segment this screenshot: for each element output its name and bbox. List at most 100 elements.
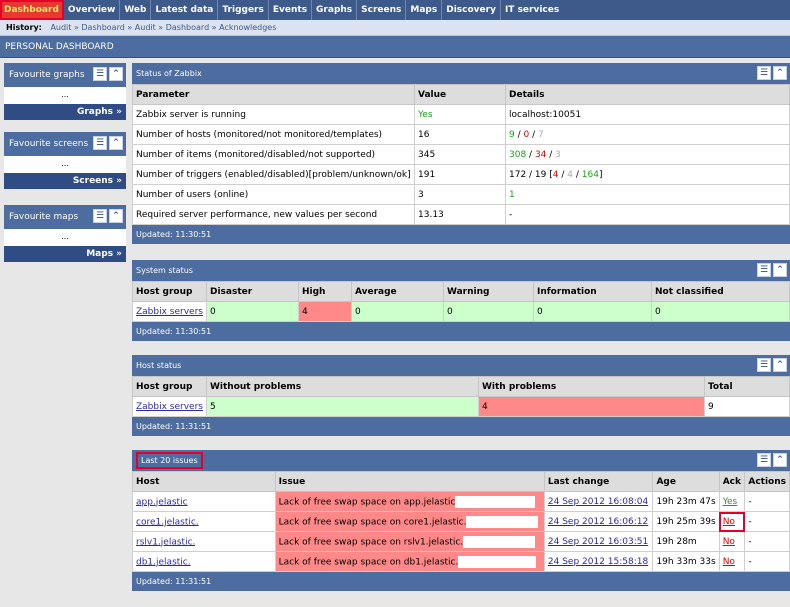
value-cell: 3 <box>414 184 506 205</box>
menu-icon[interactable]: ☰ <box>757 358 771 372</box>
screens-link[interactable]: Screens » <box>4 173 126 189</box>
menu-icon[interactable]: ☰ <box>757 66 771 80</box>
column-header: Total <box>703 376 790 397</box>
updated-timestamp: Updated: 11:30:51 <box>132 322 790 341</box>
host-link[interactable]: db1.jelastic. <box>136 557 191 567</box>
host-link[interactable]: core1.jelastic. <box>136 517 199 527</box>
host-cell: db1.jelastic. <box>132 551 276 572</box>
column-header: Actions <box>744 471 790 492</box>
system-status-table: Host group Disaster High Average Warning… <box>132 281 790 322</box>
column-header: Parameter <box>132 84 415 105</box>
menu-icon[interactable]: ☰ <box>93 67 107 81</box>
table-row: Zabbix servers 0 4 0 0 0 0 <box>132 301 790 322</box>
issue-cell: Lack of free swap space on db1.jelastic. <box>274 551 545 572</box>
host-cell: rslv1.jelastic. <box>132 531 276 552</box>
host-status-table: Host group Without problems With problem… <box>132 376 790 417</box>
column-header: Information <box>532 281 652 302</box>
page-title: PERSONAL DASHBOARD <box>0 36 790 58</box>
warning-count: 0 <box>442 301 534 322</box>
column-header: Age <box>652 471 720 492</box>
collapse-icon[interactable]: ⌃ <box>773 263 787 277</box>
menu-it-services[interactable]: IT services <box>504 5 560 15</box>
menu-latest-data[interactable]: Latest data <box>151 0 219 20</box>
last-change-link[interactable]: 24 Sep 2012 15:58:18 <box>543 551 654 572</box>
column-header: Without problems <box>205 376 479 397</box>
menu-screens[interactable]: Screens <box>357 0 407 20</box>
actions-cell: - <box>744 511 790 532</box>
history-bar: History: Audit » Dashboard » Audit » Das… <box>0 20 790 36</box>
host-link[interactable]: app.jelastic <box>136 497 188 507</box>
menu-dashboard[interactable]: Dashboard <box>0 0 64 20</box>
column-header: Details <box>505 84 790 105</box>
menu-icon[interactable]: ☰ <box>757 263 771 277</box>
system-status-panel: System status ☰ ⌃ Host group Disaster Hig… <box>132 260 790 341</box>
table-row: Number of users (online) 3 1 <box>132 184 790 205</box>
collapse-icon[interactable]: ⌃ <box>773 358 787 372</box>
high-count: 4 <box>297 301 352 322</box>
host-group-link[interactable]: Zabbix servers <box>132 301 207 322</box>
graphs-link[interactable]: Graphs » <box>4 104 126 120</box>
favourite-screens-list: ... <box>4 156 126 173</box>
table-row: Required server performance, new values … <box>132 204 790 225</box>
host-link[interactable]: rslv1.jelastic. <box>136 537 196 547</box>
menu-graphs[interactable]: Graphs <box>312 0 358 20</box>
updated-timestamp: Updated: 11:31:51 <box>132 572 790 591</box>
favourite-maps-title: Favourite maps <box>9 212 79 222</box>
updated-timestamp: Updated: 11:30:51 <box>132 225 790 244</box>
table-row: Number of hosts (monitored/not monitored… <box>132 124 790 145</box>
menu-icon[interactable]: ☰ <box>757 453 771 467</box>
table-row: Number of items (monitored/disabled/not … <box>132 144 790 165</box>
column-header: High <box>297 281 352 302</box>
table-row: Number of triggers (enabled/disabled)[pr… <box>132 164 790 185</box>
maps-link[interactable]: Maps » <box>4 246 126 262</box>
age-cell: 19h 23m 47s <box>652 491 720 512</box>
collapse-icon[interactable]: ⌃ <box>109 67 123 81</box>
actions-cell: - <box>744 551 790 572</box>
menu-web[interactable]: Web <box>120 0 152 20</box>
column-header: With problems <box>477 376 705 397</box>
status-of-zabbix-panel: Status of Zabbix ☰ ⌃ Parameter Value Deta… <box>132 63 790 244</box>
details-cell: 308 / 34 / 3 <box>505 144 790 165</box>
favourite-maps-box: Favourite maps ☰ ⌃ ... Maps » <box>4 205 126 262</box>
column-header: Host group <box>132 281 207 302</box>
system-status-title: System status <box>136 266 193 275</box>
host-status-panel: Host status ☰ ⌃ Host group Without proble… <box>132 355 790 436</box>
collapse-icon[interactable]: ⌃ <box>773 66 787 80</box>
status-table: Parameter Value Details Zabbix server is… <box>132 84 790 225</box>
menu-icon[interactable]: ☰ <box>93 209 107 223</box>
collapse-icon[interactable]: ⌃ <box>773 453 787 467</box>
last-issues-panel: Last 20 issues ☰ ⌃ Host Issue Last change… <box>132 450 790 591</box>
parameter-cell: Number of triggers (enabled/disabled)[pr… <box>132 164 415 185</box>
menu-maps[interactable]: Maps <box>406 0 443 20</box>
menu-overview[interactable]: Overview <box>64 0 121 20</box>
column-header: Ack <box>718 471 746 492</box>
last-issues-title: Last 20 issues <box>136 452 203 469</box>
history-label: History: <box>6 23 42 32</box>
age-cell: 19h 33m 33s <box>652 551 720 572</box>
column-header: Host group <box>132 376 207 397</box>
menu-icon[interactable]: ☰ <box>93 136 107 150</box>
collapse-icon[interactable]: ⌃ <box>109 209 123 223</box>
details-cell: 9 / 0 / 7 <box>505 124 790 145</box>
menu-triggers[interactable]: Triggers <box>218 0 269 20</box>
column-header: Warning <box>442 281 534 302</box>
age-cell: 19h 25m 39s <box>652 511 720 532</box>
without-problems-count: 5 <box>205 396 479 417</box>
favourite-maps-list: ... <box>4 229 126 246</box>
last-change-link[interactable]: 24 Sep 2012 16:06:12 <box>543 511 654 532</box>
last-change-link[interactable]: 24 Sep 2012 16:03:51 <box>543 531 654 552</box>
collapse-icon[interactable]: ⌃ <box>109 136 123 150</box>
menu-events[interactable]: Events <box>269 0 313 20</box>
value-cell: 13.13 <box>414 204 506 225</box>
issues-table: Host Issue Last change Age Ack Actions a… <box>132 471 790 572</box>
ack-link[interactable]: Yes <box>718 491 746 512</box>
host-cell: app.jelastic <box>132 491 276 512</box>
last-change-link[interactable]: 24 Sep 2012 16:08:04 <box>543 491 654 512</box>
menu-discovery[interactable]: Discovery <box>442 0 501 20</box>
history-trail[interactable]: Audit » Dashboard » Audit » Dashboard » … <box>50 23 277 32</box>
ack-link[interactable]: No <box>718 511 746 532</box>
ack-link[interactable]: No <box>718 551 746 572</box>
actions-cell: - <box>744 531 790 552</box>
ack-link[interactable]: No <box>718 531 746 552</box>
host-group-link[interactable]: Zabbix servers <box>132 396 207 417</box>
